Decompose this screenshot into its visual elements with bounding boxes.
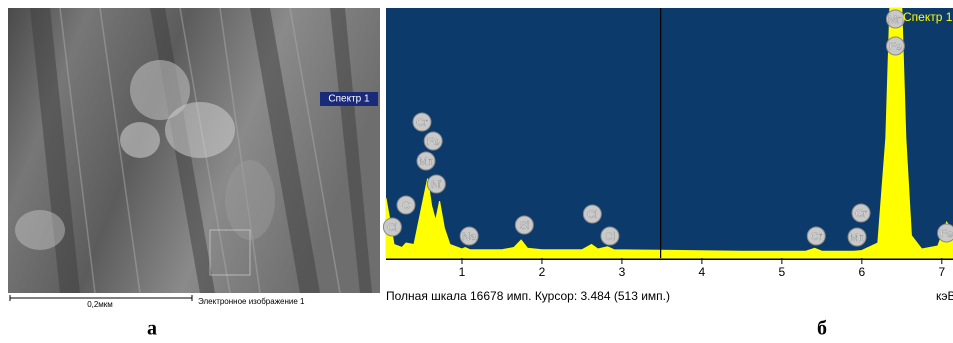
panel-label: б bbox=[817, 318, 827, 340]
peak-marker bbox=[423, 131, 443, 151]
peak-label: C bbox=[402, 200, 410, 212]
x-tick-label: 6 bbox=[858, 265, 865, 279]
peak-label: Mn bbox=[888, 14, 903, 26]
peak-label: Mn bbox=[849, 232, 864, 244]
peak-label: Fe bbox=[427, 136, 440, 148]
peak-label: Cl bbox=[605, 231, 615, 243]
peak-marker bbox=[412, 112, 432, 132]
peak-marker bbox=[847, 227, 867, 247]
peak-marker bbox=[806, 226, 826, 246]
x-axis bbox=[386, 258, 953, 260]
x-tick-label: 5 bbox=[779, 265, 786, 279]
peak-label: Ni bbox=[431, 179, 441, 191]
peak-marker bbox=[426, 174, 446, 194]
sem-image: Спектр 1 bbox=[8, 7, 380, 294]
peak-marker bbox=[396, 195, 416, 215]
peak-label: Fe bbox=[889, 41, 902, 53]
peak-label: Mn bbox=[418, 156, 433, 168]
x-tick-label: 2 bbox=[539, 265, 546, 279]
peak-label: Cr bbox=[416, 117, 428, 129]
x-tick-label: 7 bbox=[938, 265, 945, 279]
marker-label: Спектр 1 bbox=[328, 94, 370, 105]
peak-marker bbox=[885, 36, 905, 56]
x-tick-label: 1 bbox=[459, 265, 466, 279]
peak-marker bbox=[459, 226, 479, 246]
plot-area bbox=[386, 8, 953, 258]
image-caption: Электронное изображение 1 bbox=[198, 297, 305, 306]
peak-label: Si bbox=[519, 220, 529, 232]
marker-box bbox=[320, 92, 378, 106]
status-text: Полная шкала 16678 имп. Курсор: 3.484 (5… bbox=[386, 289, 670, 303]
peak-label: Fe bbox=[940, 228, 953, 240]
peak-marker bbox=[582, 204, 602, 224]
panel-label: а bbox=[147, 318, 157, 340]
peak-label: Cl bbox=[587, 209, 597, 221]
x-tick-label: 4 bbox=[699, 265, 706, 279]
peak-marker bbox=[382, 217, 402, 237]
x-tick-label: 3 bbox=[619, 265, 626, 279]
peak-label: Cr bbox=[810, 231, 822, 243]
peak-marker bbox=[937, 223, 953, 243]
x-unit: кэВ bbox=[936, 289, 953, 303]
peak-marker bbox=[514, 215, 534, 235]
scale-label: 0,2мкм bbox=[87, 300, 113, 309]
peak-marker bbox=[600, 226, 620, 246]
spectrum-label: Спектр 1 bbox=[903, 10, 953, 24]
peak-label: Cr bbox=[855, 208, 867, 220]
peak-marker bbox=[885, 9, 905, 29]
spectrum bbox=[385, 7, 953, 259]
peak-marker bbox=[851, 203, 871, 223]
peak-label: Cl bbox=[387, 222, 397, 234]
peak-marker bbox=[416, 151, 436, 171]
peak-label: Na bbox=[462, 231, 477, 243]
